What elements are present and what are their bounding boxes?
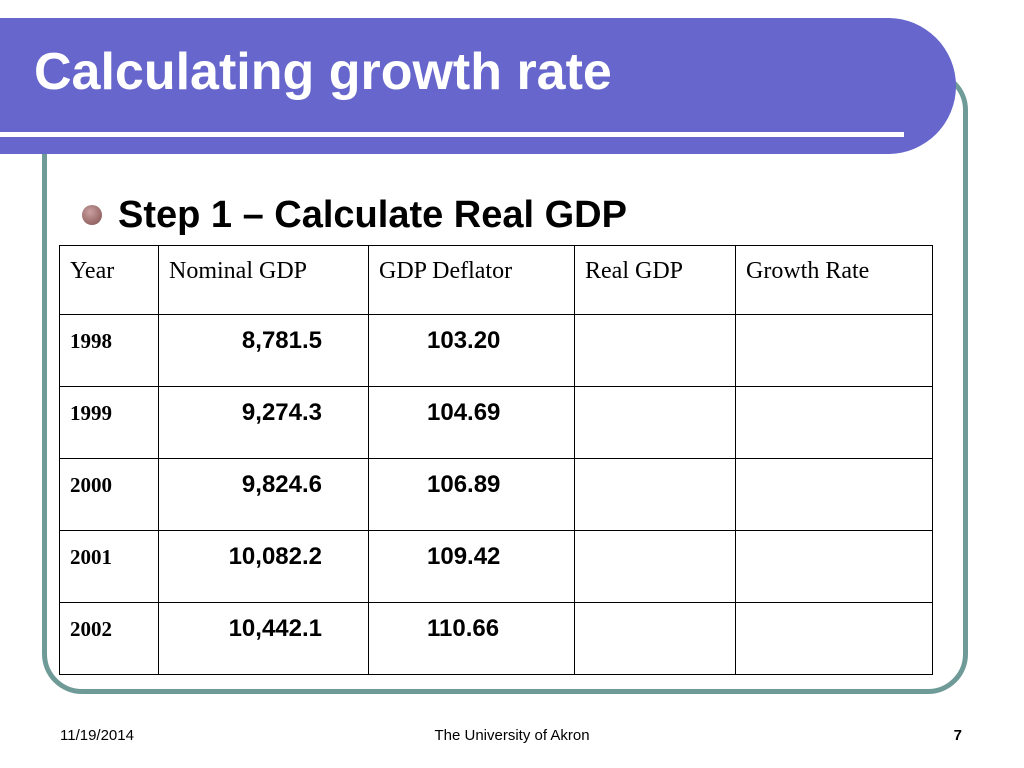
bullet-dot-icon	[82, 205, 102, 225]
table-row: 2000 9,824.6 106.89	[59, 458, 933, 531]
real-gdp-cell	[574, 530, 736, 603]
footer-date: 11/19/2014	[60, 727, 134, 744]
growth-rate-cell	[735, 458, 933, 531]
table-header-row: Year Nominal GDP GDP Deflator Real GDP G…	[59, 245, 933, 315]
year-cell: 1998	[59, 314, 159, 387]
title-band	[0, 18, 956, 154]
deflator-cell: 103.20	[368, 314, 575, 387]
growth-rate-cell	[735, 314, 933, 387]
real-gdp-cell	[574, 602, 736, 675]
slide-title: Calculating growth rate	[34, 43, 612, 101]
header-nominal-gdp: Nominal GDP	[158, 245, 369, 315]
nominal-gdp-cell: 10,442.1	[158, 602, 369, 675]
deflator-cell: 110.66	[368, 602, 575, 675]
table-row: 1998 8,781.5 103.20	[59, 314, 933, 387]
growth-rate-cell	[735, 386, 933, 459]
year-cell: 2002	[59, 602, 159, 675]
gdp-table: Year Nominal GDP GDP Deflator Real GDP G…	[59, 245, 933, 675]
header-growth-rate: Growth Rate	[735, 245, 933, 315]
year-cell: 2000	[59, 458, 159, 531]
growth-rate-cell	[735, 602, 933, 675]
year-cell: 1999	[59, 386, 159, 459]
nominal-gdp-cell: 9,274.3	[158, 386, 369, 459]
real-gdp-cell	[574, 386, 736, 459]
deflator-cell: 106.89	[368, 458, 575, 531]
header-real-gdp: Real GDP	[574, 245, 736, 315]
slide-number: 7	[953, 727, 962, 744]
table-row: 2002 10,442.1 110.66	[59, 602, 933, 675]
footer-organization: The University of Akron	[434, 727, 590, 744]
real-gdp-cell	[574, 314, 736, 387]
nominal-gdp-cell: 9,824.6	[158, 458, 369, 531]
nominal-gdp-cell: 10,082.2	[158, 530, 369, 603]
header-year: Year	[59, 245, 159, 315]
year-cell: 2001	[59, 530, 159, 603]
title-underline	[0, 132, 904, 137]
growth-rate-cell	[735, 530, 933, 603]
bullet-text: Step 1 – Calculate Real GDP	[118, 193, 627, 236]
deflator-cell: 109.42	[368, 530, 575, 603]
nominal-gdp-cell: 8,781.5	[158, 314, 369, 387]
bullet-item: Step 1 – Calculate Real GDP	[82, 188, 627, 242]
real-gdp-cell	[574, 458, 736, 531]
table-row: 1999 9,274.3 104.69	[59, 386, 933, 459]
table-row: 2001 10,082.2 109.42	[59, 530, 933, 603]
deflator-cell: 104.69	[368, 386, 575, 459]
header-gdp-deflator: GDP Deflator	[368, 245, 575, 315]
